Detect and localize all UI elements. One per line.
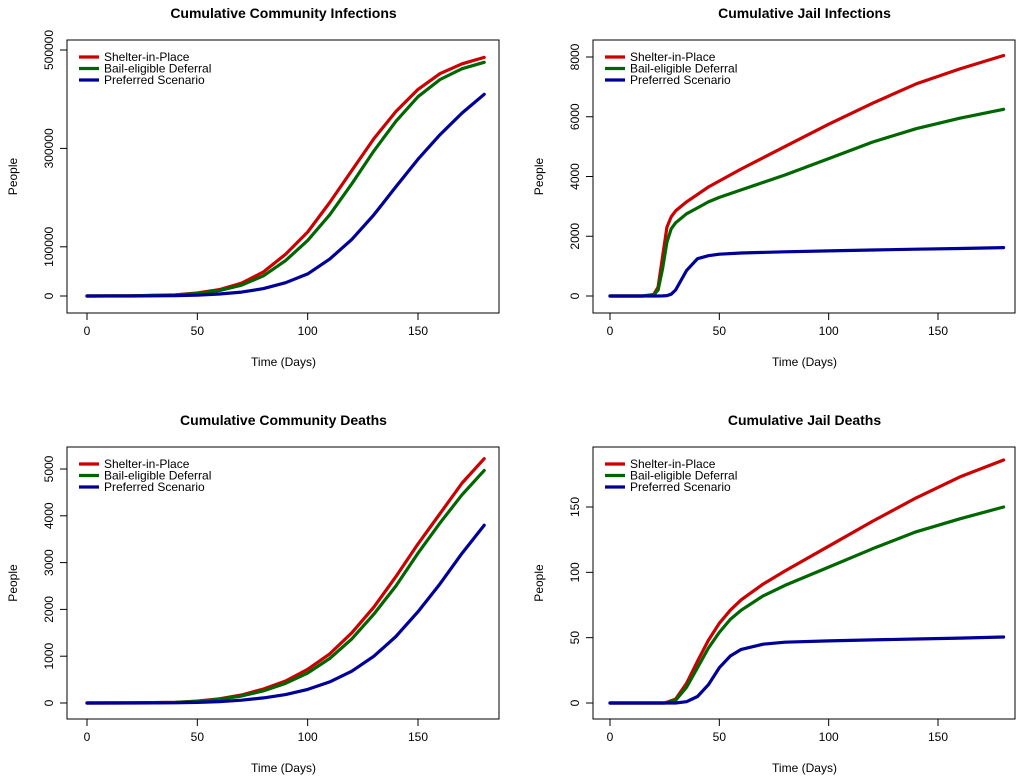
- y-axis-label: People: [532, 564, 546, 602]
- legend-box: [601, 44, 746, 86]
- y-tick-label: 4000: [568, 163, 582, 190]
- y-axis-label: People: [6, 157, 20, 195]
- y-axis: 0 2000 4000 6000 8000: [568, 43, 593, 299]
- series-line-shelter-in-place: [85, 457, 486, 705]
- series-line-preferred-scenario: [608, 246, 1006, 298]
- y-tick-label: 8000: [568, 43, 582, 70]
- legend-box: [75, 44, 220, 86]
- y-tick-label: 300000: [42, 128, 56, 168]
- panel-community-infections: Cumulative Community Infections 0 50 100 150…: [6, 5, 500, 369]
- legend-label-bail-eligible-deferral: Bail-eligible Deferral: [630, 469, 737, 483]
- x-tick-label: 150: [928, 730, 948, 744]
- legend-label-preferred-scenario: Preferred Scenario: [104, 73, 205, 87]
- x-tick-label: 0: [607, 324, 614, 338]
- panel-jail-deaths: Cumulative Jail Deaths 0 50 100 150 Time (Day…: [532, 412, 1016, 775]
- legend-label-bail-eligible-deferral: Bail-eligible Deferral: [104, 62, 211, 76]
- y-tick-label: 0: [568, 699, 582, 706]
- series-line-preferred-scenario: [85, 523, 486, 705]
- series-line-preferred-scenario: [85, 92, 486, 298]
- plot-frame: [66, 446, 500, 720]
- y-tick-label: 0: [42, 292, 56, 299]
- x-axis: 0 50 100 150: [607, 313, 948, 338]
- plot-frame: [66, 39, 500, 314]
- y-tick-label: 100: [568, 562, 582, 582]
- legend-box: [601, 451, 746, 493]
- x-tick-label: 50: [713, 324, 727, 338]
- x-tick-label: 0: [84, 324, 91, 338]
- y-axis-label: People: [532, 157, 546, 195]
- series-lines: [608, 53, 1006, 298]
- series-line-bail-eligible-deferral: [85, 60, 486, 298]
- legend-label-shelter-in-place: Shelter-in-Place: [104, 457, 190, 471]
- y-axis: 0 50 100 150: [568, 497, 593, 706]
- x-tick-label: 0: [607, 730, 614, 744]
- series-lines: [85, 457, 486, 705]
- y-tick-label: 5000: [42, 455, 56, 482]
- x-tick-label: 150: [928, 324, 948, 338]
- x-axis-label: Time (Days): [772, 761, 837, 775]
- series-lines: [85, 55, 486, 298]
- y-tick-label: 0: [568, 292, 582, 299]
- x-axis: 0 50 100 150: [607, 719, 948, 744]
- series-line-preferred-scenario: [608, 635, 1006, 705]
- x-tick-label: 150: [408, 324, 428, 338]
- y-axis-label: People: [6, 564, 20, 602]
- y-tick-label: 4000: [42, 502, 56, 529]
- y-tick-label: 50: [568, 631, 582, 645]
- y-tick-label: 2000: [568, 223, 582, 250]
- x-axis: 0 50 100 150: [84, 313, 428, 338]
- y-tick-label: 1000: [42, 643, 56, 670]
- x-tick-label: 0: [84, 730, 91, 744]
- x-tick-label: 100: [819, 730, 839, 744]
- y-tick-label: 6000: [568, 103, 582, 130]
- x-axis: 0 50 100 150: [84, 719, 428, 744]
- series-lines: [608, 458, 1006, 705]
- y-tick-label: 0: [42, 699, 56, 706]
- x-tick-label: 100: [819, 324, 839, 338]
- legend-label-bail-eligible-deferral: Bail-eligible Deferral: [630, 62, 737, 76]
- series-line-bail-eligible-deferral: [608, 505, 1006, 705]
- x-axis-label: Time (Days): [772, 355, 837, 369]
- legend-label-shelter-in-place: Shelter-in-Place: [630, 50, 716, 64]
- x-tick-label: 50: [713, 730, 727, 744]
- x-tick-label: 100: [298, 324, 318, 338]
- chart-title: Cumulative Jail Infections: [718, 5, 891, 21]
- y-tick-label: 100000: [42, 226, 56, 266]
- chart-title: Cumulative Jail Deaths: [728, 412, 881, 428]
- x-axis-label: Time (Days): [251, 355, 316, 369]
- y-axis: 0 100000 300000 500000: [42, 30, 67, 299]
- legend-label-preferred-scenario: Preferred Scenario: [630, 73, 731, 87]
- y-tick-label: 2000: [42, 596, 56, 623]
- series-line-shelter-in-place: [608, 458, 1006, 705]
- series-line-bail-eligible-deferral: [85, 468, 486, 705]
- y-tick-label: 500000: [42, 30, 56, 70]
- y-tick-label: 150: [568, 497, 582, 517]
- legend-label-bail-eligible-deferral: Bail-eligible Deferral: [104, 469, 211, 483]
- legend-label-shelter-in-place: Shelter-in-Place: [104, 50, 190, 64]
- panel-community-deaths: Cumulative Community Deaths 0 50 100 150 Time…: [6, 412, 500, 775]
- legend-label-preferred-scenario: Preferred Scenario: [630, 480, 731, 494]
- x-tick-label: 50: [191, 324, 205, 338]
- x-tick-label: 50: [191, 730, 205, 744]
- series-line-bail-eligible-deferral: [608, 107, 1006, 298]
- y-tick-label: 3000: [42, 549, 56, 576]
- series-line-shelter-in-place: [608, 53, 1006, 298]
- x-tick-label: 100: [298, 730, 318, 744]
- legend-label-shelter-in-place: Shelter-in-Place: [630, 457, 716, 471]
- chart-title: Cumulative Community Infections: [170, 5, 397, 21]
- panel-jail-infections: Cumulative Jail Infections 0 50 100 150 Time …: [532, 5, 1016, 369]
- legend-label-preferred-scenario: Preferred Scenario: [104, 480, 205, 494]
- y-axis: 0 1000 2000 3000 4000 5000: [42, 455, 67, 706]
- x-tick-label: 150: [408, 730, 428, 744]
- plot-frame: [592, 446, 1016, 720]
- x-axis-label: Time (Days): [251, 761, 316, 775]
- chart-title: Cumulative Community Deaths: [180, 412, 387, 428]
- legend-box: [75, 451, 220, 493]
